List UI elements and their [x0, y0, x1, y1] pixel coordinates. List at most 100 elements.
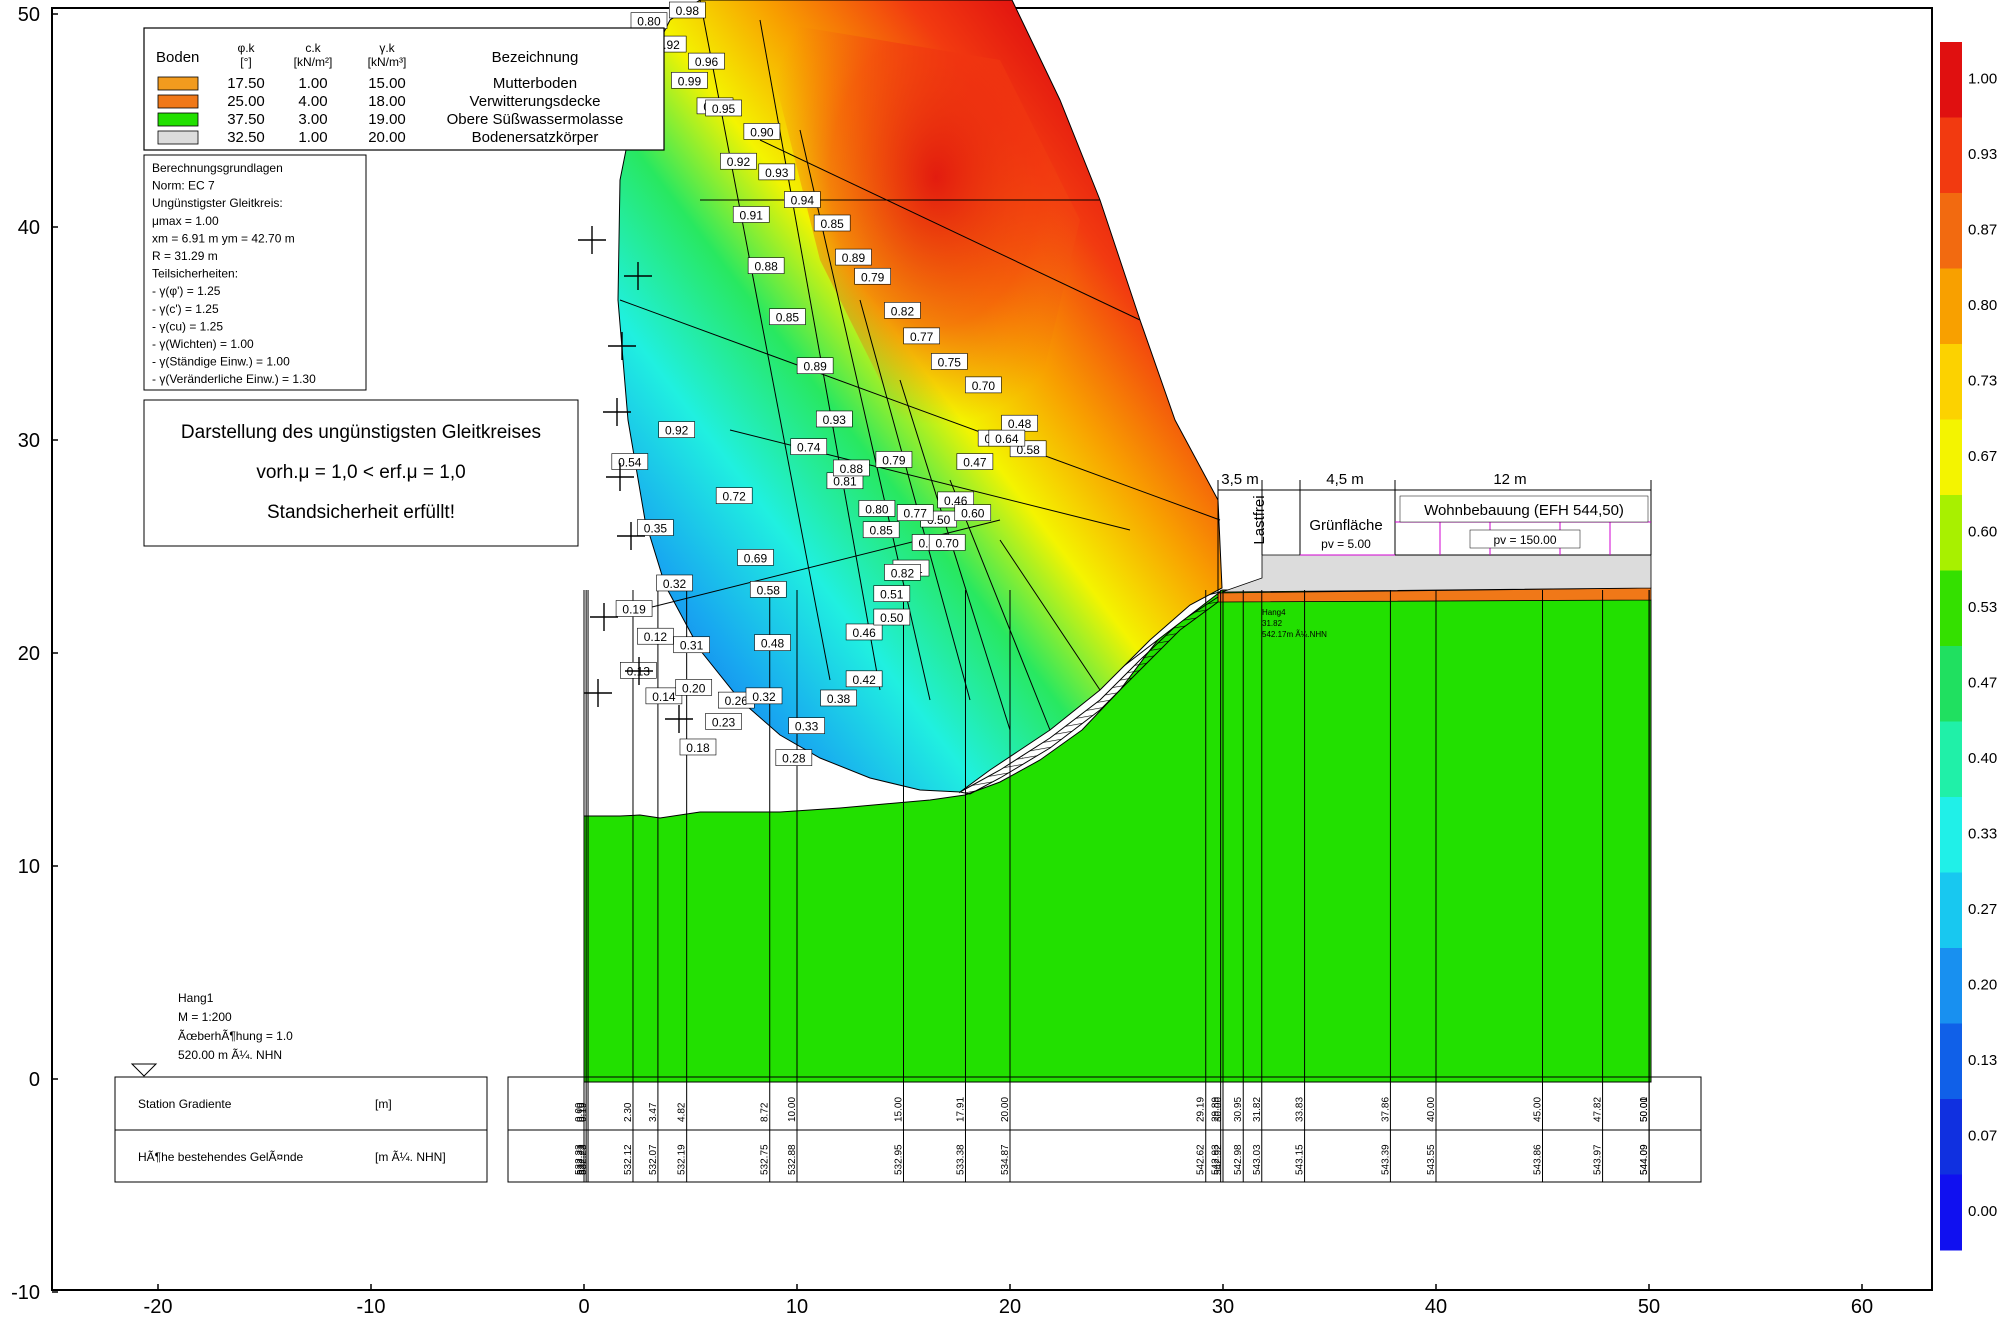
legend-swatch [157, 76, 199, 91]
mu-label: 0.32 [752, 690, 776, 704]
mu-label-box [896, 504, 934, 521]
calc-info-line: μmax = 1.00 [152, 214, 219, 228]
mu-label-box [835, 248, 872, 266]
mu-label-box [715, 487, 753, 504]
mu-label-box [815, 410, 853, 428]
legend-rows: 17.50 1.00 15.00 Mutterboden 25.00 4.00 18.00 V… [157, 75, 623, 146]
slip-slices [619, 0, 1221, 731]
y-axis: 50 40 30 20 10 0 -10 [11, 4, 58, 1304]
row-height-label: HÃ¶he bestehendes GelÃ¤nde [138, 1150, 304, 1164]
mu-label-box [745, 687, 783, 705]
mu-label: 0.89 [842, 251, 866, 265]
height-value: 543.39 [1380, 1144, 1391, 1175]
mu-label: 0.80 [637, 15, 661, 29]
calc-info-lines: Berechnungsgrundlagen Norm: EC 7 Ungünstig… [152, 161, 316, 386]
color-scale-step [1940, 721, 1962, 798]
legend-phi: 25.00 [227, 93, 265, 110]
mu-label: 0.82 [891, 566, 915, 580]
mu-label: 0.69 [744, 551, 768, 565]
mu-label: 0.88 [754, 260, 778, 274]
legend-c: 4.00 [298, 93, 327, 110]
calc-info-line: xm = 6.91 m ym = 42.70 m [152, 231, 295, 245]
hang4-height: 542.17m Ã¼.NHN [1262, 630, 1327, 639]
x-tick-label: 10 [786, 1296, 808, 1318]
height-value: 544.09 [1639, 1144, 1650, 1175]
legend-phi: 37.50 [227, 111, 265, 128]
color-scale-label: 0.60 [1968, 524, 1997, 541]
mu-label-box [754, 634, 791, 651]
legend-name: Mutterboden [493, 75, 577, 92]
station-value: 30.95 [1233, 1097, 1244, 1122]
mu-label-box [884, 302, 921, 319]
mu-label: 0.46 [852, 626, 876, 640]
color-scale-label: 0.93 [1968, 146, 1997, 163]
mu-label-box [645, 687, 683, 705]
ref-info-line: ÃœberhÃ¶hung = 1.0 [178, 1029, 293, 1043]
station-value: 4.82 [677, 1102, 688, 1122]
legend-name: Verwitterungsdecke [470, 93, 601, 110]
mu-label: 0.19 [622, 603, 646, 617]
mu-label: 0.94 [791, 194, 815, 208]
height-value: 534.87 [1000, 1144, 1011, 1175]
mu-label: 0.47 [963, 456, 987, 470]
color-scale-step [1940, 419, 1962, 496]
mu-label-box [705, 713, 742, 730]
ref-info-line: Hang1 [178, 991, 214, 1005]
color-scale-step [1940, 344, 1962, 420]
height-value: 532.88 [787, 1144, 798, 1175]
height-value: 543.86 [1533, 1144, 1544, 1175]
mu-label-box [813, 214, 851, 232]
legend-gamma: 20.00 [368, 129, 406, 146]
mu-label-box [873, 585, 911, 602]
legend-col-c-unit: [kN/m²] [294, 55, 333, 69]
color-scale-step [1940, 570, 1962, 647]
mu-label: 0.50 [880, 611, 904, 625]
calc-info-line: R = 31.29 m [152, 249, 218, 263]
x-tick-label: 60 [1851, 1296, 1873, 1318]
color-scale-bar: 1.00 0.93 0.87 0.80 0.73 0.67 0.60 0.53 0.47 0.40… [1940, 42, 1997, 1251]
x-tick-label: -10 [357, 1296, 386, 1318]
legend-swatch [157, 94, 199, 109]
mu-label-box [790, 438, 828, 455]
mu-label-box [615, 600, 653, 617]
mu-label: 0.77 [910, 330, 934, 344]
x-tick-label: -20 [144, 1296, 173, 1318]
wohnbebauung-pv: pv = 150.00 [1493, 533, 1556, 547]
dim-4-5m: 4,5 m [1326, 471, 1364, 488]
mu-label: 0.42 [852, 673, 876, 687]
mu-label-box [788, 717, 825, 734]
mu-label: 0.64 [995, 432, 1019, 446]
mu-label: 0.79 [882, 453, 906, 467]
dim-3-5m: 3,5 m [1221, 471, 1259, 488]
station-value: 15.00 [894, 1097, 905, 1122]
mu-label-box [720, 152, 757, 170]
station-value: 29.89 [1211, 1097, 1222, 1122]
height-value: 542.62 [1196, 1144, 1207, 1175]
mu-label: 0.33 [795, 720, 819, 734]
mu-label-box [675, 679, 713, 696]
station-value: 40.00 [1426, 1097, 1437, 1122]
legend-col-phi: φ.k [237, 41, 255, 55]
color-scale-step [1940, 797, 1962, 873]
color-scale-label: 0.40 [1968, 750, 1997, 767]
mu-label: 0.96 [695, 55, 719, 69]
mu-label: 0.26 [725, 694, 749, 708]
hang4-station: 31.82 [1262, 619, 1283, 628]
color-scale-step [1940, 1174, 1962, 1251]
y-tick-label: 10 [18, 856, 40, 878]
calc-info-line: - γ(φ') = 1.25 [152, 284, 221, 298]
mu-label-box [671, 71, 708, 89]
x-tick-label: 20 [999, 1296, 1021, 1318]
station-value: 31.82 [1252, 1097, 1263, 1122]
mu-label-box [820, 689, 857, 707]
mu-label: 0.99 [678, 74, 702, 88]
color-scale-label: 0.00 [1968, 1203, 1997, 1220]
station-value: 0.00 [574, 1102, 585, 1122]
mu-label-box [732, 206, 770, 223]
result-box [143, 399, 579, 547]
color-scale-label: 0.20 [1968, 977, 1997, 994]
mu-label-box [658, 421, 695, 438]
mu-label: 0.82 [891, 304, 915, 318]
mu-label: 0.23 [712, 715, 736, 729]
mu-label: 0.48 [1008, 417, 1032, 431]
